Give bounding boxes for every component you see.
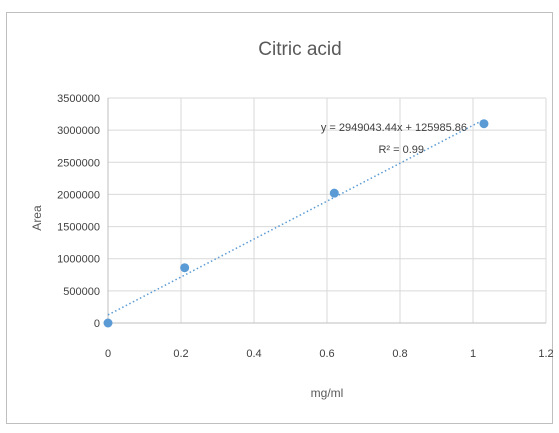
trendline-equation: y = 2949043.44x + 125985.86 [321,122,467,134]
data-point [180,263,190,273]
y-tick-label: 0 [94,318,100,330]
x-tick-label: 1.2 [538,348,553,360]
data-point [103,318,113,328]
chart-frame: Citric acid 0 500000 1000000 1500000 2000000… [6,12,554,424]
x-axis-label: mg/ml [311,386,344,400]
x-tick-labels: 0 0.2 0.4 0.6 0.8 1 1.2 [105,348,554,360]
y-tick-label: 2500000 [57,157,100,169]
y-tick-label: 500000 [63,286,100,298]
trendline-group [107,118,485,316]
gridlines [108,97,547,323]
axes [107,98,546,324]
data-points [103,119,489,328]
chart-title: Citric acid [258,39,341,60]
chart: Citric acid 0 500000 1000000 1500000 2000000… [30,39,554,400]
y-tick-label: 2000000 [57,189,100,201]
x-tick-label: 0.6 [319,348,334,360]
y-axis-label: Area [30,205,44,231]
x-tick-label: 0 [105,348,111,360]
y-tick-label: 3000000 [57,125,100,137]
y-tick-label: 1500000 [57,222,100,234]
y-tick-label: 3500000 [57,93,100,105]
y-tick-labels: 0 500000 1000000 1500000 2000000 2500000 30000… [57,93,100,330]
trendline [107,118,485,316]
data-point [329,188,339,198]
x-tick-label: 0.8 [392,348,407,360]
y-tick-label: 1000000 [57,254,100,266]
trendline-r-squared: R² = 0.99 [378,144,424,156]
x-tick-label: 0.2 [173,348,188,360]
x-tick-label: 0.4 [246,348,261,360]
data-point [479,119,489,129]
x-tick-label: 1 [470,348,476,360]
